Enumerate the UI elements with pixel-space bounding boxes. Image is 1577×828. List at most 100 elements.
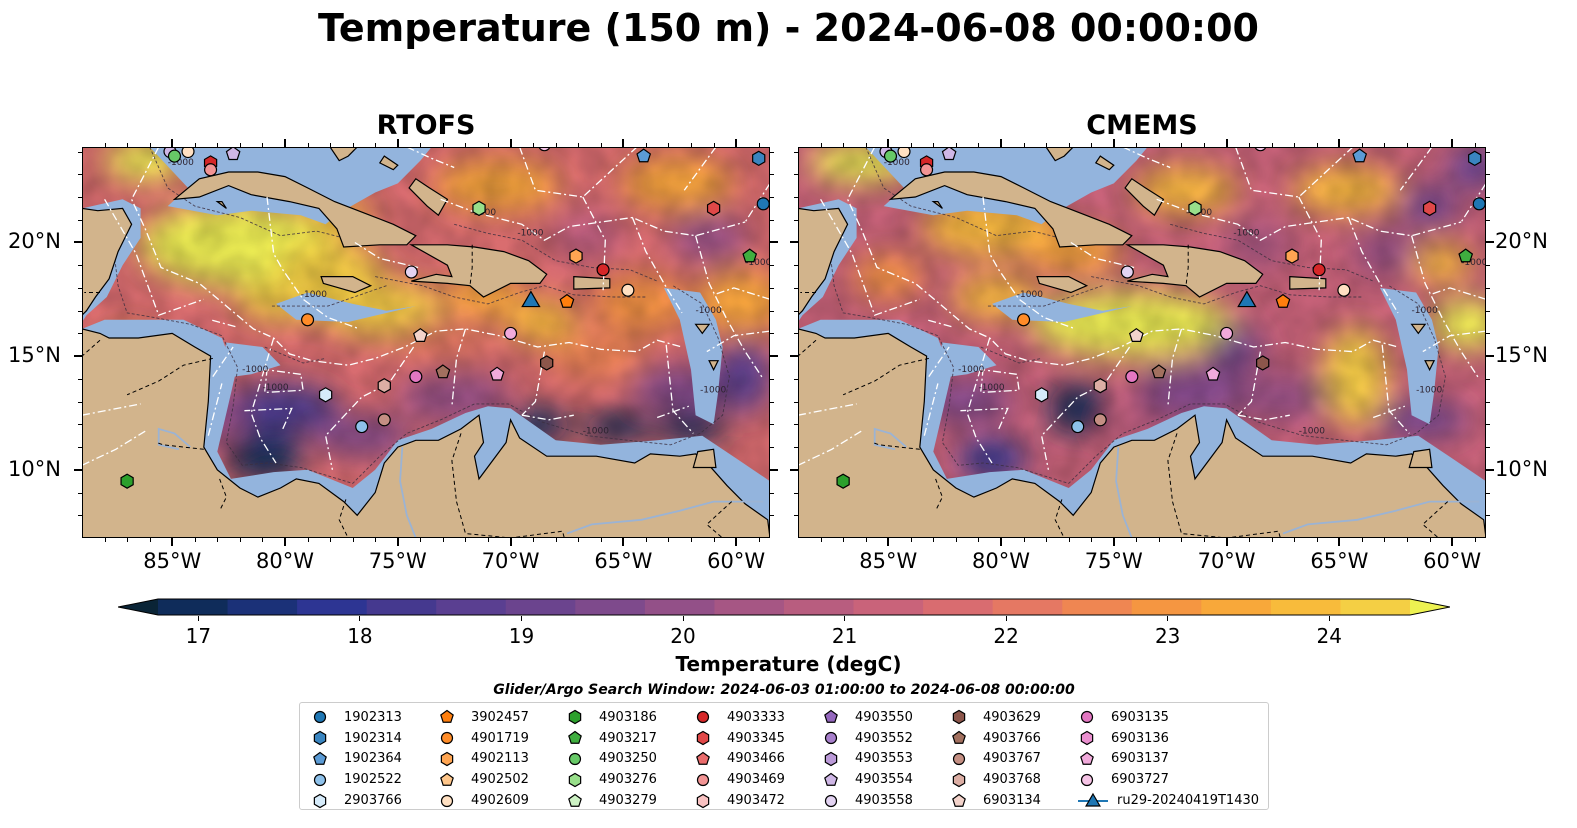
- colorbar-segment: [1270, 599, 1342, 615]
- legend-item: 4901719: [437, 728, 529, 749]
- colorbar-segment: [575, 599, 646, 615]
- legend-marker-icon: [696, 711, 710, 724]
- colorbar-tick-label: 23: [1154, 624, 1181, 648]
- x-minor-tick: [149, 538, 151, 542]
- legend-item: 4903345: [693, 728, 785, 749]
- map-rtofs[interactable]: -1000 -1000 -1000 -1000 -1000 -1000 -1000 -1000…: [82, 147, 770, 538]
- argo-float-marker: [621, 283, 635, 297]
- x-minor-tick: [1294, 538, 1296, 542]
- y-minor-tick: [794, 378, 798, 380]
- argo-float-marker: [569, 248, 583, 264]
- legend-float-marker: [313, 730, 327, 746]
- argo-float-marker: [1034, 387, 1049, 403]
- y-minor-tick-right: [770, 287, 774, 289]
- legend-item: 4903250: [565, 749, 657, 770]
- depth-contours: [829, 147, 1446, 484]
- legend-marker-icon: [1078, 792, 1108, 807]
- legend-marker-icon: [313, 773, 327, 786]
- argo-float-marker: [836, 473, 850, 489]
- y-tick: [790, 355, 798, 358]
- legend-float-marker: [824, 732, 838, 745]
- x-minor-tick-top: [668, 143, 670, 147]
- x-minor-tick: [1158, 538, 1160, 542]
- legend-item-label: 4903768: [983, 772, 1041, 788]
- y-minor-tick-right: [770, 333, 774, 335]
- x-minor-tick: [668, 538, 670, 542]
- x-minor-tick-top: [1181, 143, 1183, 147]
- x-tick-label: 85°W: [143, 549, 202, 573]
- argo-float-marker: [377, 413, 391, 427]
- x-minor-tick-top: [127, 143, 129, 147]
- argo-float-marker: [883, 149, 898, 163]
- x-minor-tick: [1429, 538, 1431, 542]
- legend-item: 6903134: [949, 790, 1041, 811]
- colorbar-segment: [505, 599, 576, 615]
- legend-item: 4903279: [565, 790, 657, 811]
- y-minor-tick: [794, 174, 798, 176]
- x-minor-tick: [978, 538, 980, 542]
- legend-item-label: 4902609: [471, 793, 529, 809]
- legend-item-label: 4903550: [855, 709, 913, 725]
- x-minor-tick-top: [1046, 143, 1048, 147]
- x-minor-tick: [713, 538, 715, 542]
- y-minor-tick: [794, 333, 798, 335]
- x-minor-tick-top: [262, 143, 264, 147]
- y-minor-tick: [794, 424, 798, 426]
- legend-marker-icon: [313, 711, 327, 724]
- argo-float-marker: [409, 370, 423, 384]
- legend-item-label: 1902364: [344, 751, 402, 767]
- y-minor-tick: [78, 265, 82, 267]
- legend-marker-icon: [568, 772, 582, 787]
- y-minor-tick: [794, 219, 798, 221]
- x-minor-tick: [307, 538, 309, 542]
- colorbar-tick-label: 22: [993, 624, 1019, 648]
- legend-glider-marker: [1085, 792, 1101, 807]
- y-minor-tick: [794, 151, 798, 153]
- x-tick: [1225, 538, 1228, 546]
- x-tick: [887, 538, 890, 546]
- legend-item-label: 3902457: [471, 709, 529, 725]
- x-tick: [509, 538, 512, 546]
- x-minor-tick: [1271, 538, 1273, 542]
- colorbar-segment: [227, 599, 298, 615]
- y-tick-right: [1486, 241, 1494, 244]
- argo-float-marker: [489, 366, 505, 381]
- legend-item: 4903553: [821, 749, 913, 770]
- svg-text:-1000: -1000: [1412, 306, 1438, 316]
- legend-marker-icon: [1080, 730, 1094, 746]
- x-tick-top: [887, 139, 890, 147]
- legend-float-marker: [824, 772, 838, 786]
- legend-float-marker: [696, 773, 710, 786]
- colorbar-label: Temperature (degC): [675, 652, 902, 676]
- colorbar-tick-label: 19: [508, 624, 535, 648]
- x-minor-tick: [533, 538, 535, 542]
- argo-float-marker: [120, 473, 134, 489]
- argo-float-marker: [1093, 413, 1107, 427]
- argo-float-marker: [596, 263, 610, 277]
- x-tick-label: 60°W: [1423, 549, 1482, 573]
- argo-float-marker: [756, 197, 770, 211]
- y-minor-tick-right: [770, 515, 774, 517]
- legend-item: 6903727: [1077, 769, 1259, 790]
- legend-marker-icon: [824, 794, 838, 807]
- argo-float-marker: [1422, 200, 1437, 217]
- x-minor-tick-top: [865, 143, 867, 147]
- x-minor-tick-top: [1407, 143, 1409, 147]
- x-tick-label: 65°W: [594, 549, 653, 573]
- y-minor-tick-right: [1486, 310, 1490, 312]
- legend-float-marker: [824, 794, 838, 807]
- argo-float-marker: [752, 150, 766, 167]
- legend-marker-icon: [568, 710, 582, 725]
- x-tick: [735, 538, 738, 546]
- x-minor-tick-top: [691, 143, 693, 147]
- legend-item-label: 4903553: [855, 751, 913, 767]
- map-cmems[interactable]: -1000 -1000 -1000 -1000 -1000 -1000 -1000 -1000…: [798, 147, 1486, 538]
- svg-text:-1000: -1000: [262, 383, 288, 393]
- x-minor-tick: [420, 538, 422, 542]
- legend-item: ru29-20240419T1430: [1077, 790, 1259, 811]
- legend-float-marker: [440, 710, 454, 724]
- svg-text:-1000: -1000: [1233, 229, 1259, 239]
- legend-item-label: 4903250: [599, 751, 657, 767]
- svg-text:-1000: -1000: [301, 290, 327, 300]
- y-minor-tick-right: [1486, 174, 1490, 176]
